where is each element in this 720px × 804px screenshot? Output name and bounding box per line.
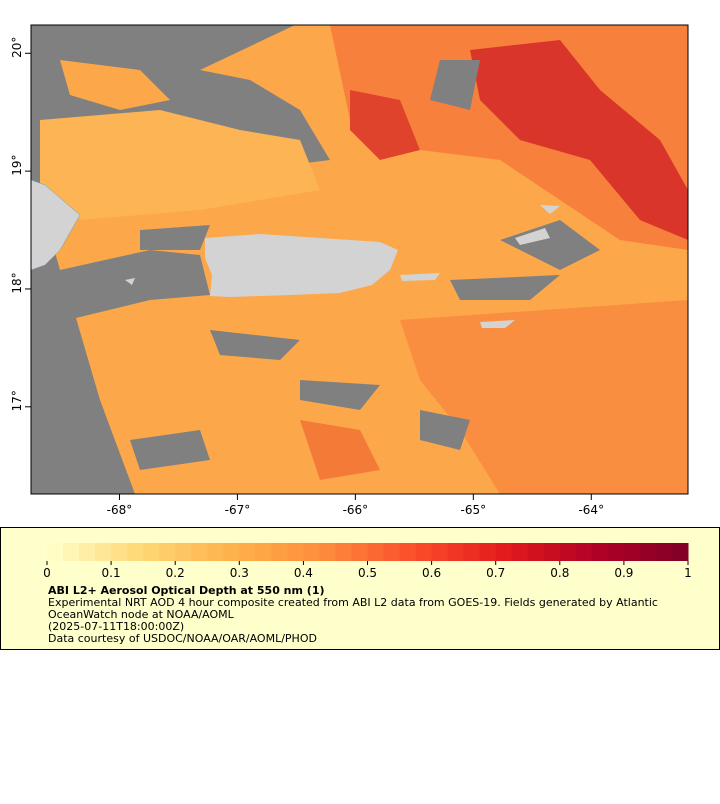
legend-line: OceanWatch node at NOAA/AOML: [48, 608, 235, 621]
colorbar-cell: [335, 543, 352, 561]
colorbar-cell: [239, 543, 256, 561]
colorbar-tick-label: 0: [43, 566, 51, 580]
aod-field: [60, 60, 170, 110]
colorbar-cell: [287, 543, 304, 561]
colorbar-cell: [671, 543, 689, 561]
colorbar-tick-label: 0.8: [550, 566, 569, 580]
colorbar-tick-label: 0.3: [230, 566, 249, 580]
colorbar-cell: [543, 543, 561, 561]
colorbar-tick-label: 0.4: [294, 566, 313, 580]
y-tick-label: 17°: [10, 390, 24, 411]
y-tick-label: 18°: [10, 272, 24, 293]
colorbar-cell: [495, 543, 513, 561]
colorbar-cell: [319, 543, 336, 561]
colorbar-cell: [415, 543, 433, 561]
colorbar-cell: [463, 543, 481, 561]
colorbar-cell: [223, 543, 240, 561]
colorbar-cell: [79, 543, 96, 561]
land: [31, 179, 81, 271]
colorbar-cell: [527, 543, 545, 561]
colorbar-tick-label: 0.5: [358, 566, 377, 580]
x-tick-label: -68°: [107, 503, 133, 517]
x-tick-label: -66°: [343, 503, 369, 517]
colorbar-tick-label: 0.9: [614, 566, 633, 580]
colorbar-cell: [639, 543, 657, 561]
colorbar-cell: [207, 543, 224, 561]
aod-field: [40, 110, 320, 220]
colorbar-cell: [63, 543, 80, 561]
colorbar-cell: [143, 543, 160, 561]
colorbar-cell: [127, 543, 144, 561]
legend-title: ABI L2+ Aerosol Optical Depth at 550 nm …: [48, 584, 325, 597]
colorbar-cell: [175, 543, 192, 561]
colorbar-cell: [399, 543, 417, 561]
y-tick-label: 20°: [10, 37, 24, 58]
colorbar-cell: [431, 543, 449, 561]
x-tick-label: -67°: [225, 503, 251, 517]
colorbar-cell: [591, 543, 609, 561]
colorbar-cell: [383, 543, 401, 561]
colorbar-cell: [191, 543, 208, 561]
colorbar-cell: [479, 543, 497, 561]
colorbar-cell: [159, 543, 176, 561]
colorbar-cell: [575, 543, 593, 561]
legend-line: Experimental NRT AOD 4 hour composite cr…: [48, 596, 658, 609]
colorbar-cell: [655, 543, 673, 561]
colorbar-cell: [511, 543, 529, 561]
colorbar-tick-label: 1: [684, 566, 692, 580]
aod-field: [470, 40, 688, 240]
legend-line: Data courtesy of USDOC/NOAA/OAR/AOML/PHO…: [48, 632, 317, 645]
aod-field: [350, 90, 420, 160]
colorbar-cell: [607, 543, 625, 561]
colorbar-cell: [367, 543, 385, 561]
colorbar-cell: [559, 543, 577, 561]
aod-field: [400, 300, 688, 494]
x-tick-label: -65°: [461, 503, 487, 517]
colorbar-cell: [95, 543, 112, 561]
aod-field: [330, 25, 688, 250]
colorbar-cell: [111, 543, 128, 561]
colorbar-cell: [271, 543, 288, 561]
missing-data: [130, 60, 600, 470]
aod-raster: [31, 25, 688, 494]
colorbar-cell: [255, 543, 272, 561]
colorbar-tick-label: 0.2: [166, 566, 185, 580]
colorbar-tick-label: 0.1: [102, 566, 121, 580]
y-tick-label: 19°: [10, 154, 24, 175]
aod-field: [300, 420, 380, 480]
colorbar-cell: [623, 543, 641, 561]
colorbar-cell: [351, 543, 368, 561]
x-tick-label: -64°: [578, 503, 604, 517]
colorbar-cell: [447, 543, 465, 561]
colorbar-cell: [47, 543, 64, 561]
colorbar-tick-label: 0.7: [486, 566, 505, 580]
land: [205, 234, 398, 297]
colorbar-cell: [303, 543, 320, 561]
colorbar-tick-label: 0.6: [422, 566, 441, 580]
map-frame: [30, 24, 689, 495]
legend-line: (2025-07-11T18:00:00Z): [48, 620, 184, 633]
